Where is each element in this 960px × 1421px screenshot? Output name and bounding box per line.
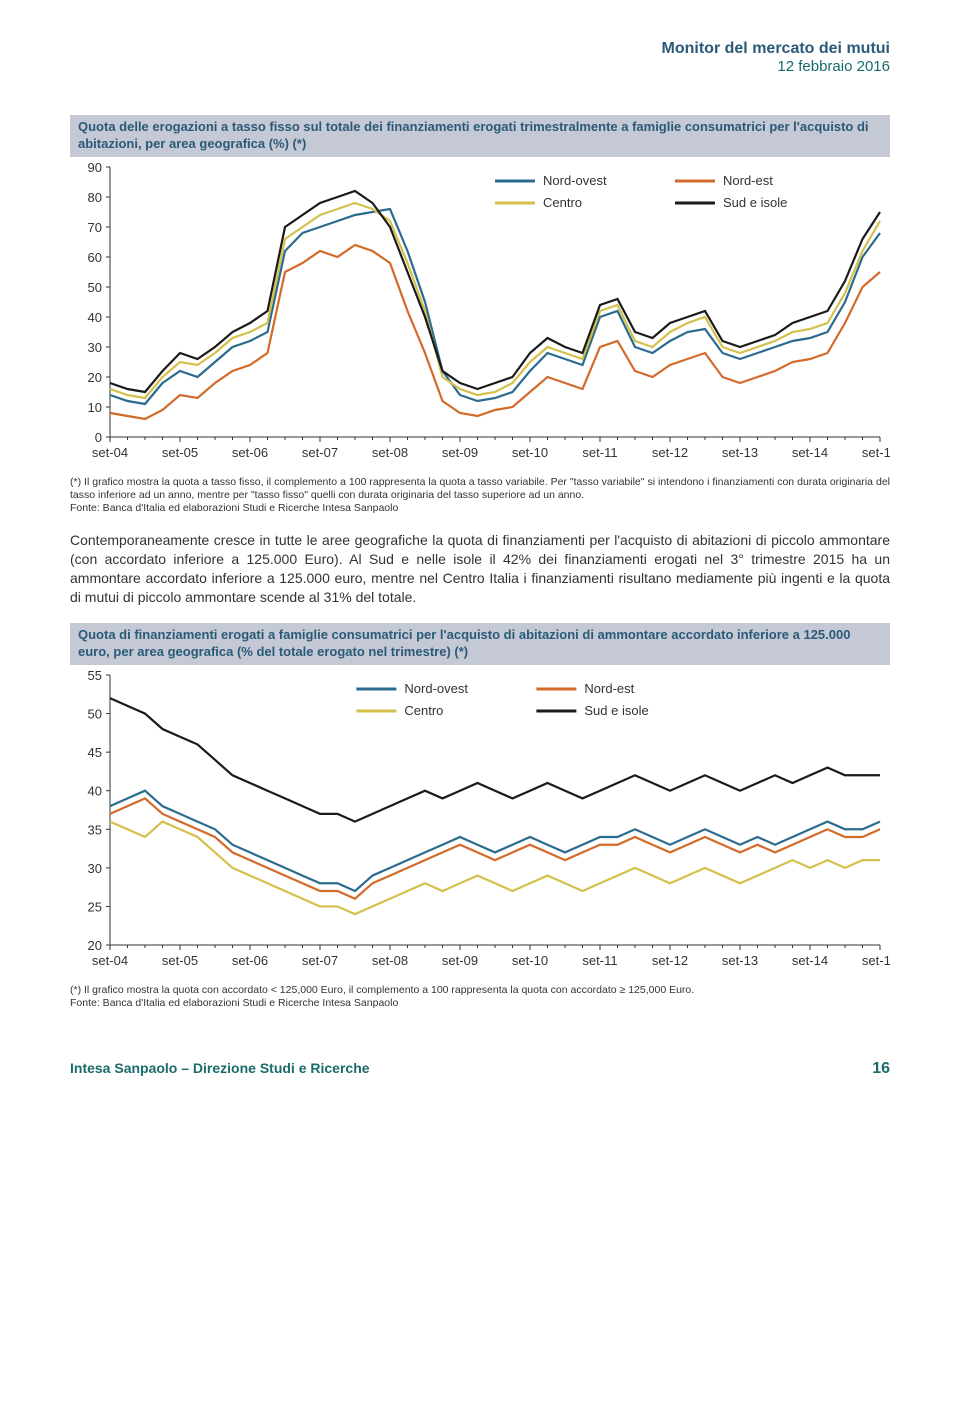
svg-text:set-06: set-06 [232,445,268,460]
chart1-source: Fonte: Banca d'Italia ed elaborazioni St… [70,502,398,514]
chart2: 20 25 30 35 40 45 50 55 set-04 set-05 set-06 set-07… [70,665,890,980]
svg-text:set-14: set-14 [792,445,828,460]
svg-text:Centro: Centro [543,195,582,210]
chart2-source: Fonte: Banca d'Italia ed elaborazioni St… [70,997,398,1009]
svg-text:40: 40 [88,783,102,798]
svg-text:0: 0 [95,430,102,445]
svg-text:20: 20 [88,370,102,385]
svg-text:set-05: set-05 [162,445,198,460]
page-footer: Intesa Sanpaolo – Direzione Studi e Rice… [70,1060,890,1078]
header-date: 12 febbraio 2016 [70,58,890,75]
svg-text:50: 50 [88,706,102,721]
svg-text:90: 90 [88,160,102,175]
svg-text:set-11: set-11 [582,445,617,460]
svg-text:Sud e isole: Sud e isole [584,703,648,718]
chart2-svg: 20 25 30 35 40 45 50 55 set-04 set-05 set-06 set-07… [70,665,890,975]
svg-text:40: 40 [88,310,102,325]
svg-text:set-12: set-12 [652,953,688,968]
svg-text:set-11: set-11 [582,953,617,968]
footer-left: Intesa Sanpaolo – Direzione Studi e Rice… [70,1060,370,1076]
chart2-footnote: (*) Il grafico mostra la quota con accor… [70,984,890,1010]
svg-text:80: 80 [88,190,102,205]
svg-text:Nord-est: Nord-est [584,681,634,696]
svg-text:60: 60 [88,250,102,265]
chart1-title: Quota delle erogazioni a tasso fisso sul… [70,115,890,157]
svg-text:set-12: set-12 [652,445,688,460]
svg-text:Sud e isole: Sud e isole [723,195,787,210]
chart1-footnote-text: (*) Il grafico mostra la quota a tasso f… [70,476,890,501]
svg-text:set-04: set-04 [92,953,128,968]
svg-text:set-10: set-10 [512,953,548,968]
chart1: 0 10 20 30 40 50 60 70 80 90 set-04 set-05 set-06 set… [70,157,890,472]
footer-page-number: 16 [872,1060,890,1078]
chart1-svg: 0 10 20 30 40 50 60 70 80 90 set-04 set-05 set-06 set… [70,157,890,467]
svg-text:30: 30 [88,340,102,355]
svg-text:Nord-ovest: Nord-ovest [404,681,468,696]
svg-text:set-08: set-08 [372,445,408,460]
header-title: Monitor del mercato dei mutui [70,40,890,58]
svg-text:set-09: set-09 [442,445,478,460]
svg-text:20: 20 [88,938,102,953]
svg-text:Centro: Centro [404,703,443,718]
svg-text:set-10: set-10 [512,445,548,460]
svg-text:set-07: set-07 [302,953,338,968]
chart2-footnote-text: (*) Il grafico mostra la quota con accor… [70,984,694,996]
svg-text:set-05: set-05 [162,953,198,968]
svg-text:set-09: set-09 [442,953,478,968]
svg-text:50: 50 [88,280,102,295]
svg-text:25: 25 [88,899,102,914]
chart2-title: Quota di finanziamenti erogati a famigli… [70,623,890,665]
svg-text:set-06: set-06 [232,953,268,968]
page-header: Monitor del mercato dei mutui 12 febbrai… [70,40,890,75]
svg-text:55: 55 [88,668,102,683]
chart1-footnote: (*) Il grafico mostra la quota a tasso f… [70,476,890,515]
svg-text:set-07: set-07 [302,445,338,460]
svg-text:45: 45 [88,745,102,760]
svg-text:Nord-ovest: Nord-ovest [543,173,607,188]
svg-text:set-15: set-15 [862,953,890,968]
svg-text:set-15: set-15 [862,445,890,460]
svg-text:set-04: set-04 [92,445,128,460]
svg-text:set-13: set-13 [722,445,758,460]
svg-text:70: 70 [88,220,102,235]
body-paragraph: Contemporaneamente cresce in tutte le ar… [70,531,890,607]
svg-text:35: 35 [88,822,102,837]
svg-text:set-08: set-08 [372,953,408,968]
svg-text:30: 30 [88,860,102,875]
svg-text:Nord-est: Nord-est [723,173,773,188]
svg-text:set-14: set-14 [792,953,828,968]
svg-text:10: 10 [88,400,102,415]
svg-text:set-13: set-13 [722,953,758,968]
